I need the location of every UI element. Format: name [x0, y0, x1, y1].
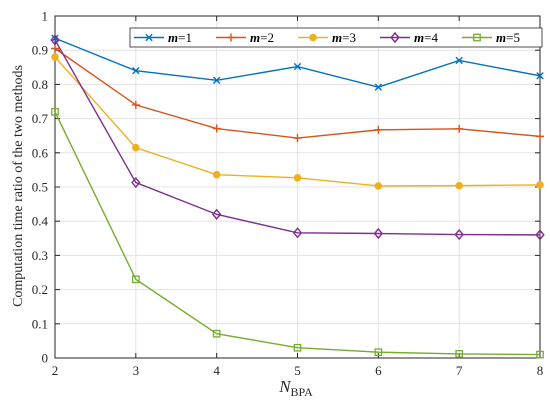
x-tick-label: 7: [456, 363, 463, 378]
data-point-marker: [212, 170, 221, 179]
y-tick-label: 0.2: [32, 282, 48, 297]
legend-label-variable: m: [414, 30, 424, 45]
series-m3: [51, 53, 544, 190]
y-tick-label: 0.9: [32, 43, 48, 58]
data-point-marker: [374, 125, 383, 134]
legend-marker: [473, 33, 481, 42]
data-point-marker: [292, 227, 303, 239]
y-tick-label: 0.3: [32, 248, 48, 263]
legend-label: m=5: [496, 30, 520, 45]
legend-label-value: =1: [178, 30, 192, 45]
data-point-marker: [535, 229, 545, 241]
x-tick-label: 4: [213, 363, 220, 378]
data-point-marker: [212, 329, 221, 338]
legend-label-variable: m: [332, 30, 342, 45]
data-point-marker: [536, 72, 544, 80]
x-axis-label: NBPA: [278, 377, 313, 399]
legend-label: m=3: [332, 30, 356, 45]
legend: m=1 m=2 m=3 m=4 m=5: [129, 27, 543, 48]
legend-label-variable: m: [496, 30, 506, 45]
data-point-marker: [293, 134, 302, 143]
data-point-marker: [374, 83, 383, 91]
data-point-marker: [212, 124, 221, 133]
data-point-marker: [374, 182, 383, 190]
x-tick-label: 5: [294, 363, 301, 378]
series-m5: [51, 107, 544, 359]
data-point-marker: [51, 107, 59, 116]
legend-marker: [145, 33, 153, 42]
data-point-marker: [131, 275, 140, 284]
legend-label-value: =2: [260, 30, 274, 45]
legend-entry: m=5: [462, 30, 520, 45]
x-tick-label: 8: [537, 363, 544, 378]
data-point-marker: [131, 100, 140, 109]
x-tick-label: 6: [375, 363, 382, 378]
y-tick-label: 0.6: [32, 145, 49, 160]
series-line: [54, 39, 541, 236]
legend-label: m=2: [250, 30, 274, 45]
legend-marker: [309, 33, 317, 42]
legend-marker: [227, 33, 235, 42]
data-point-marker: [293, 62, 302, 71]
data-point-marker: [373, 227, 384, 240]
data-point-marker: [50, 34, 60, 46]
data-point-marker: [455, 124, 464, 133]
x-tick-label: 2: [52, 363, 59, 378]
data-point-marker: [455, 56, 463, 65]
data-point-marker: [51, 44, 59, 53]
y-tick-label: 0: [42, 351, 49, 366]
x-axis-label-main: N: [278, 377, 292, 396]
data-point-marker: [211, 208, 222, 220]
legend-label-value: =5: [506, 30, 520, 45]
series-m4: [50, 34, 545, 241]
data-point-marker: [51, 53, 59, 61]
data-point-marker: [293, 173, 302, 182]
series-m1: [51, 34, 544, 91]
data-point-marker: [132, 143, 140, 152]
legend-entry: m=2: [216, 30, 274, 45]
y-tick-label: 0.1: [32, 316, 48, 331]
data-point-marker: [51, 34, 59, 42]
data-point-marker: [131, 176, 141, 189]
data-point-marker: [536, 350, 544, 359]
legend-marker: [390, 31, 400, 44]
data-point-marker: [455, 181, 463, 190]
legend-label: m=4: [414, 30, 438, 45]
data-point-marker: [293, 343, 302, 352]
data-point-marker: [454, 228, 464, 241]
legend-label-variable: m: [250, 30, 260, 45]
data-point-marker: [212, 76, 221, 84]
y-tick-label: 0.4: [32, 214, 49, 229]
data-point-marker: [536, 181, 544, 189]
data-point-marker: [536, 132, 544, 141]
y-tick-label: 0.7: [32, 111, 49, 126]
series-line: [54, 111, 541, 356]
legend-label-value: =4: [424, 30, 438, 45]
legend-label-value: =3: [342, 30, 356, 45]
y-tick-label: 0.8: [32, 77, 48, 92]
x-axis-label-subscript: BPA: [291, 385, 314, 399]
data-point-marker: [455, 350, 464, 358]
legend-box: [129, 27, 543, 48]
legend-label: m=1: [168, 30, 192, 45]
data-point-marker: [132, 67, 140, 75]
data-point-marker: [374, 348, 383, 357]
legend-label-variable: m: [168, 30, 178, 45]
y-tick-label: 0.5: [32, 180, 48, 195]
y-axis-label: Computation time ratio of the two method…: [11, 65, 26, 307]
x-tick-label: 3: [133, 363, 140, 378]
y-tick-label: 1: [42, 9, 49, 24]
axis-ticks: 0 0.1 0.2 0.3 0.4 0.5 0.6 0.7 0.8 0.9 1 2 3 4 5 6 7 8: [32, 9, 544, 379]
series-m2: [51, 44, 544, 143]
legend-entry: m=4: [380, 30, 438, 45]
series-layer: [50, 34, 545, 359]
legend-entry: m=3: [298, 30, 356, 45]
legend-entry: m=1: [134, 30, 192, 45]
